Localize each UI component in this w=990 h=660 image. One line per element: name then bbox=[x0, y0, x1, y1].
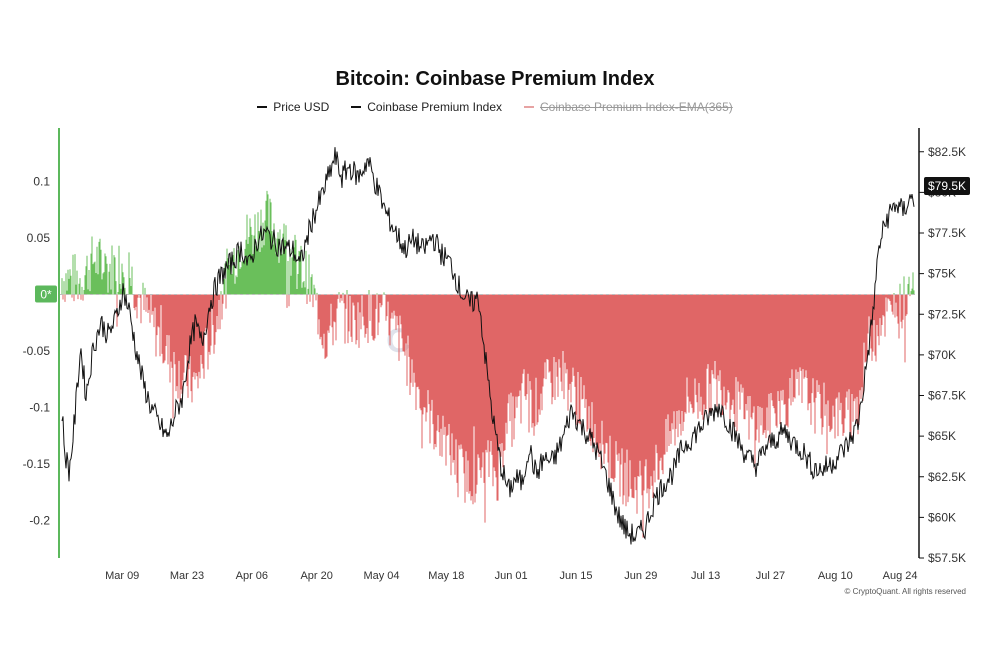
legend-swatch-price bbox=[257, 106, 268, 108]
premium-bars bbox=[61, 190, 915, 538]
left-tick-label: -0.05 bbox=[23, 344, 51, 358]
x-tick-label: Jul 13 bbox=[691, 570, 720, 582]
legend-label-price: Price USD bbox=[273, 100, 330, 114]
right-axis-ticks: $82.5K$80K$77.5K$75K$72.5K$70K$67.5K$65K… bbox=[919, 145, 966, 565]
right-tick-label: $82.5K bbox=[928, 145, 966, 159]
right-tick-label: $57.5K bbox=[928, 551, 966, 565]
x-tick-label: Jun 29 bbox=[624, 570, 657, 582]
x-tick-label: Apr 06 bbox=[236, 570, 268, 582]
left-tick-label: 0.1 bbox=[33, 175, 50, 189]
x-tick-label: May 18 bbox=[428, 570, 464, 582]
right-tick-label: $67.5K bbox=[928, 389, 966, 403]
current-price-badge bbox=[924, 177, 970, 195]
right-tick-label: $65K bbox=[928, 429, 956, 443]
left-tick-label: -0.1 bbox=[29, 401, 50, 415]
x-tick-label: Jun 01 bbox=[495, 570, 528, 582]
left-tick-label: 0.05 bbox=[27, 231, 51, 245]
x-tick-label: Apr 20 bbox=[300, 570, 332, 582]
price-line bbox=[61, 147, 915, 545]
x-tick-label: Aug 24 bbox=[883, 570, 918, 582]
right-tick-label: $75K bbox=[928, 267, 956, 281]
x-tick-label: May 04 bbox=[363, 570, 399, 582]
left-axis-ticks: 0.1 0.05 0* -0.05 -0.1 -0.15 -0.2 bbox=[23, 175, 57, 528]
x-tick-label: Mar 09 bbox=[105, 570, 139, 582]
legend-item-premium[interactable]: Coinbase Premium Index bbox=[351, 100, 502, 114]
left-tick-label: -0.2 bbox=[29, 514, 50, 528]
left-tick-label: -0.15 bbox=[23, 457, 51, 471]
right-tick-label: $60K bbox=[928, 510, 956, 524]
legend-label-premium: Coinbase Premium Index bbox=[367, 100, 502, 114]
left-tick-label: 0* bbox=[40, 288, 52, 302]
right-tick-label: $70K bbox=[928, 348, 956, 362]
legend-item-ema[interactable]: Coinbase Premium Index-EMA(365) bbox=[524, 100, 733, 114]
legend-swatch-ema bbox=[524, 106, 534, 108]
x-tick-label: Jul 27 bbox=[756, 570, 785, 582]
legend-swatch-premium bbox=[351, 106, 362, 108]
legend: Price USD Coinbase Premium Index Coinbas… bbox=[0, 100, 990, 114]
current-price-label: $79.5K bbox=[928, 179, 966, 193]
legend-label-ema: Coinbase Premium Index-EMA(365) bbox=[540, 100, 733, 114]
x-tick-label: Mar 23 bbox=[170, 570, 204, 582]
x-tick-label: Aug 10 bbox=[818, 570, 853, 582]
x-tick-label: Jun 15 bbox=[559, 570, 592, 582]
right-tick-label: $77.5K bbox=[928, 226, 966, 240]
zero-tick-badge bbox=[35, 285, 57, 303]
legend-item-price[interactable]: Price USD bbox=[257, 100, 329, 114]
chart-title: Bitcoin: Coinbase Premium Index bbox=[335, 68, 655, 90]
x-axis-ticks: Mar 09 Mar 23 Apr 06 Apr 20 May 04 May 18 Jun … bbox=[105, 570, 917, 582]
right-tick-label: $72.5K bbox=[928, 307, 966, 321]
copyright: © CryptoQuant. All rights reserved bbox=[844, 587, 967, 596]
right-tick-label: $62.5K bbox=[928, 470, 966, 484]
